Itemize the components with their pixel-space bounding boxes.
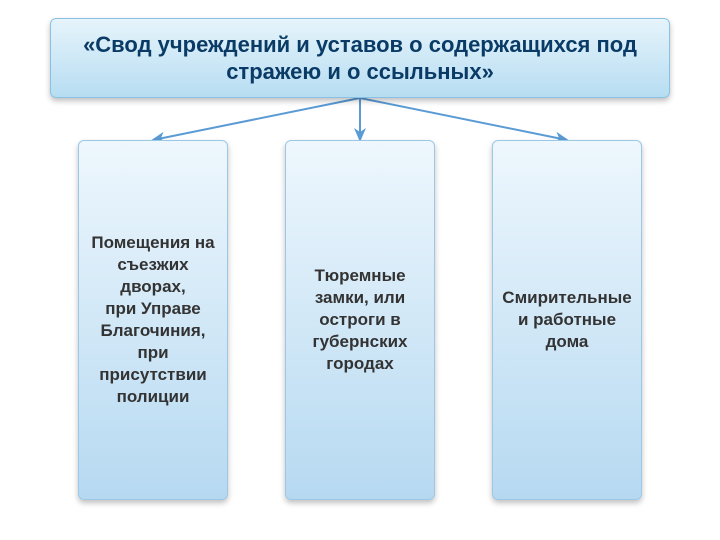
root-node-title: «Свод учреждений и уставов о содержащихс… — [67, 31, 653, 86]
child-node-2: Тюремные замки, или остроги в губернских… — [285, 140, 435, 500]
child-node-3: Смирительные и работные дома — [492, 140, 642, 500]
child-node-3-text: Смирительные и работные дома — [502, 287, 631, 353]
child-node-1: Помещения на съезжих дворах, при Управе … — [78, 140, 228, 500]
child-node-1-text: Помещения на съезжих дворах, при Управе … — [89, 232, 217, 409]
child-node-2-text: Тюремные замки, или остроги в губернских… — [296, 265, 424, 375]
root-node: «Свод учреждений и уставов о содержащихс… — [50, 18, 670, 98]
diagram-stage: «Свод учреждений и уставов о содержащихс… — [0, 0, 720, 540]
